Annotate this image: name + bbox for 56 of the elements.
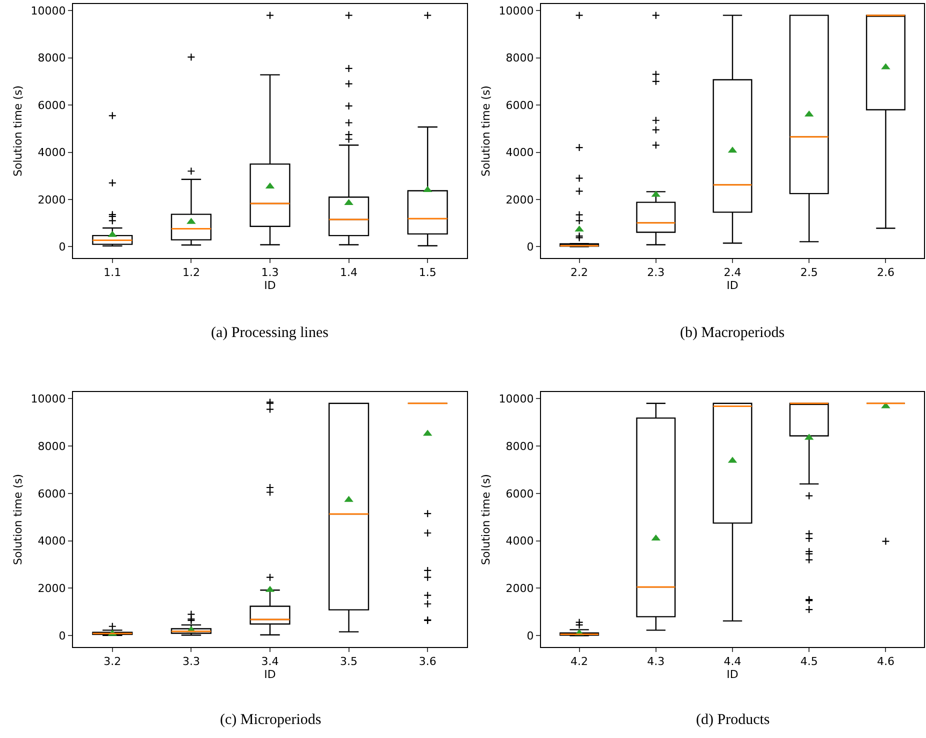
text: (b) Macroperiods [680, 325, 785, 341]
text: (d) Products [696, 712, 770, 728]
text: (a) Processing lines [211, 325, 329, 341]
x-tick-label: 2.2 [570, 266, 588, 280]
y-tick-label: 10000 [30, 392, 66, 406]
x-axis-title: ID [726, 668, 738, 682]
y-tick-label: 6000 [38, 98, 66, 112]
y-tick-label: 10000 [498, 392, 534, 406]
y-tick-label: 2000 [38, 582, 66, 596]
y-tick-label: 8000 [38, 52, 66, 65]
x-tick-label: 3.2 [104, 655, 122, 668]
x-tick-label: 1.2 [182, 266, 200, 280]
x-axis-title: ID [264, 279, 276, 292]
y-tick-label: 0 [526, 240, 534, 254]
y-tick-label: 0 [58, 629, 66, 642]
y-axis-title: Solution time (s) [11, 86, 24, 176]
x-tick-label: 1.3 [261, 266, 279, 280]
text: (c) Microperiods [220, 712, 322, 728]
y-axis-title: Solution time (s) [479, 474, 492, 565]
y-tick-label: 10000 [498, 4, 534, 18]
x-tick-label: 4.4 [724, 655, 742, 668]
y-tick-label: 6000 [506, 98, 534, 112]
y-axis-title: Solution time (s) [479, 86, 492, 176]
y-tick-label: 2000 [38, 193, 66, 206]
y-tick-label: 4000 [38, 146, 66, 160]
x-tick-label: 3.4 [261, 655, 279, 668]
y-tick-label: 4000 [506, 534, 534, 548]
x-tick-label: 1.5 [418, 266, 436, 280]
x-axis-title: ID [726, 279, 738, 292]
x-tick-label: 2.3 [647, 266, 665, 280]
y-axis-title: Solution time (s) [11, 474, 24, 565]
x-tick-label: 3.6 [418, 655, 436, 668]
y-tick-label: 0 [58, 240, 66, 254]
y-tick-label: 2000 [506, 193, 534, 206]
x-tick-label: 4.6 [876, 655, 894, 668]
x-axis-title: ID [264, 668, 276, 682]
x-tick-label: 2.6 [876, 266, 894, 280]
x-tick-label: 2.5 [800, 266, 818, 280]
x-tick-label: 4.3 [647, 655, 665, 668]
y-tick-label: 8000 [506, 52, 534, 65]
x-tick-label: 4.5 [800, 655, 818, 668]
y-tick-label: 8000 [506, 440, 534, 453]
x-tick-label: 4.2 [570, 655, 588, 668]
y-tick-label: 8000 [38, 440, 66, 453]
x-tick-label: 1.4 [340, 266, 358, 280]
y-tick-label: 6000 [38, 487, 66, 500]
y-tick-label: 4000 [38, 534, 66, 548]
y-tick-label: 4000 [506, 146, 534, 160]
y-tick-label: 0 [526, 629, 534, 642]
y-tick-label: 6000 [506, 487, 534, 500]
x-tick-label: 1.1 [104, 266, 122, 280]
x-tick-label: 3.5 [340, 655, 358, 668]
y-tick-label: 10000 [30, 4, 66, 18]
y-tick-label: 2000 [506, 582, 534, 596]
x-tick-label: 3.3 [182, 655, 200, 668]
x-tick-label: 2.4 [724, 266, 742, 280]
